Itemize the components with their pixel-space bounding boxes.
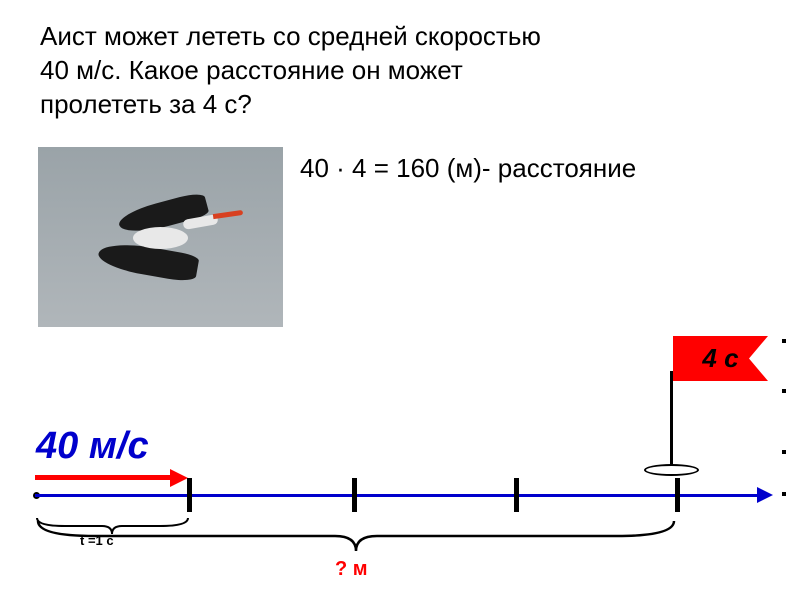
- dot-marker: [782, 389, 786, 393]
- tick-mark: [675, 478, 680, 512]
- stork-image: [38, 147, 283, 327]
- flag-pole: [670, 371, 673, 469]
- problem-line1: Аист может лететь со средней скоростью: [40, 21, 541, 51]
- problem-line2: 40 м/с. Какое расстояние он может: [40, 55, 463, 85]
- flag-base: [644, 464, 699, 476]
- problem-line3: пролететь за 4 с?: [40, 89, 252, 119]
- dot-marker: [782, 450, 786, 454]
- main-line: [35, 494, 765, 497]
- speed-arrow: [35, 472, 187, 484]
- tick-mark: [187, 478, 192, 512]
- speed-label: 40 м/с: [36, 425, 149, 468]
- tick-mark: [352, 478, 357, 512]
- solution-text: 40 · 4 = 160 (м)- расстояние: [300, 153, 636, 184]
- main-arrow-icon: [757, 487, 773, 503]
- dot-marker: [782, 339, 786, 343]
- distance-label: ? м: [335, 558, 368, 581]
- distance-brace: [35, 518, 677, 554]
- dot-marker: [782, 492, 786, 496]
- flag-label: 4 с: [673, 336, 768, 381]
- problem-text: Аист может лететь со средней скоростью 4…: [40, 20, 740, 121]
- tick-mark: [514, 478, 519, 512]
